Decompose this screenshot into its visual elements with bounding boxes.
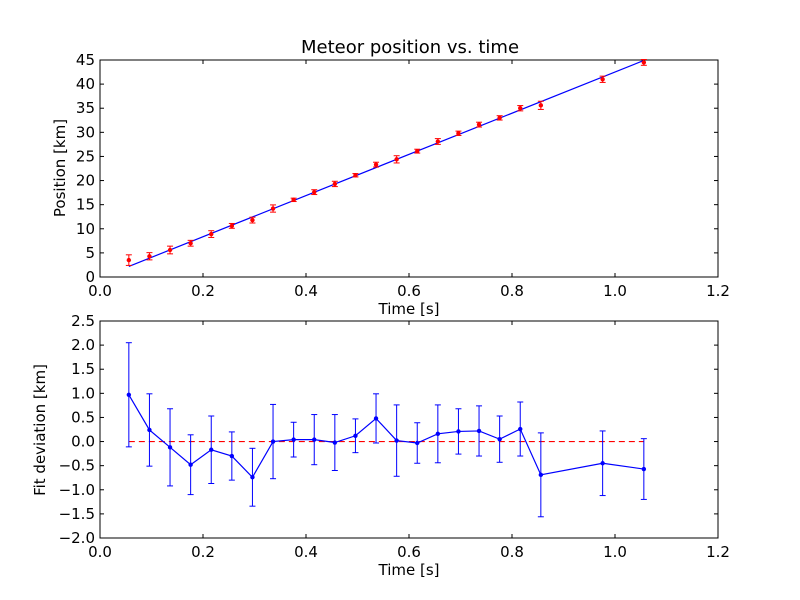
data-point <box>167 445 173 450</box>
data-point <box>188 241 193 246</box>
data-point <box>415 440 420 446</box>
data-point <box>600 77 605 82</box>
data-point <box>229 223 235 229</box>
x-tick-label: 1.2 <box>706 543 730 561</box>
data-point <box>456 429 461 434</box>
data-point <box>229 453 235 459</box>
data-point <box>209 447 214 452</box>
x-tick-label: 0.8 <box>500 543 524 561</box>
x-tick-label: 0.0 <box>88 282 112 300</box>
y-tick-label: 0.5 <box>71 408 95 426</box>
data-point <box>291 197 296 203</box>
data-point <box>394 157 399 162</box>
data-point <box>126 392 132 397</box>
data-point <box>641 466 647 472</box>
data-point <box>476 428 482 434</box>
y-tick-label: −2.0 <box>59 529 95 547</box>
data-point <box>435 431 441 437</box>
y-tick-label: 35 <box>76 99 95 117</box>
data-point <box>415 148 420 154</box>
y-axis-label-bottom: Fit deviation [km] <box>31 364 49 496</box>
y-tick-label: −1.0 <box>59 481 95 499</box>
y-axis-label-top: Position [km] <box>51 119 69 217</box>
y-tick-label: −0.5 <box>59 457 95 475</box>
x-ticks-top: 0.0 0.2 0.4 0.6 0.8 1.0 1.2 <box>88 60 730 300</box>
data-point <box>518 426 523 432</box>
y-tick-label: 45 <box>76 51 95 69</box>
data-point <box>291 437 296 442</box>
data-point <box>641 60 647 65</box>
data-point <box>332 181 338 187</box>
deviation-series <box>125 342 647 518</box>
data-point <box>538 103 544 108</box>
data-point <box>373 162 379 167</box>
position-points <box>125 59 647 266</box>
x-tick-label: 0.0 <box>88 543 112 561</box>
x-tick-label: 0.6 <box>397 543 421 561</box>
data-point <box>126 257 132 263</box>
x-tick-label: 0.2 <box>191 282 215 300</box>
data-point <box>435 139 441 144</box>
fit-line <box>128 59 645 267</box>
y-tick-label: −1.5 <box>59 505 95 523</box>
data-point <box>394 438 399 443</box>
x-tick-label: 0.4 <box>294 543 318 561</box>
x-tick-label: 0.8 <box>500 282 524 300</box>
y-ticks-top: 0 5 10 15 20 25 30 35 40 45 <box>76 51 718 286</box>
y-tick-label: 5 <box>85 244 95 262</box>
data-point <box>250 475 255 480</box>
y-tick-label: 20 <box>76 172 95 190</box>
data-point <box>497 436 502 442</box>
plot-title: Meteor position vs. time <box>301 37 519 58</box>
plot-frame-top <box>99 59 719 278</box>
data-point <box>353 433 358 438</box>
y-tick-label: 2.0 <box>71 336 95 354</box>
data-point <box>518 106 523 111</box>
x-tick-label: 0.4 <box>294 282 318 300</box>
y-tick-label: 40 <box>76 75 95 93</box>
x-axis-label-top: Time [s] <box>378 300 440 318</box>
plot-position: Meteor position vs. time 0.0 0.2 0.4 0.6 0.8… <box>51 37 730 318</box>
data-point <box>270 206 276 211</box>
y-tick-label: 1.0 <box>71 384 95 402</box>
data-point <box>188 462 193 467</box>
data-point <box>250 217 255 223</box>
data-point <box>497 115 502 121</box>
data-point <box>373 416 379 421</box>
data-point <box>312 189 317 195</box>
data-point <box>332 440 338 445</box>
y-tick-label: 15 <box>76 196 95 214</box>
y-tick-label: 25 <box>76 147 95 165</box>
data-point <box>538 472 544 478</box>
data-point <box>476 122 482 127</box>
x-axis-label-bottom: Time [s] <box>378 561 440 579</box>
data-point <box>147 427 152 433</box>
y-tick-label: 1.5 <box>71 360 95 378</box>
x-tick-label: 0.6 <box>397 282 421 300</box>
x-tick-label: 0.2 <box>191 543 215 561</box>
y-tick-label: 0 <box>85 268 95 286</box>
x-tick-label: 1.0 <box>603 543 627 561</box>
data-point <box>600 461 605 466</box>
plot-frame-bottom <box>99 320 719 539</box>
data-point <box>167 247 173 253</box>
plot-deviation: 0.0 0.2 0.4 0.6 0.8 1.0 1.2 −2.0−1.5−1.0−0.50.… <box>31 312 730 579</box>
x-tick-label: 1.2 <box>706 282 730 300</box>
x-tick-label: 1.0 <box>603 282 627 300</box>
y-tick-label: 0.0 <box>71 433 95 451</box>
data-point <box>456 131 461 136</box>
y-tick-label: 2.5 <box>71 312 95 330</box>
data-point <box>270 439 276 444</box>
y-tick-label: 10 <box>76 220 95 238</box>
data-point <box>353 173 358 178</box>
data-point <box>209 231 214 237</box>
data-point <box>312 437 317 442</box>
data-point <box>147 254 152 259</box>
fit-line-segment <box>128 59 645 267</box>
y-ticks-bottom: −2.0 −1.5 −1.0 −0.5 0.0 0.5 1.0 1.5 2.0 2.5 <box>59 312 718 547</box>
x-ticks-bottom: 0.0 0.2 0.4 0.6 0.8 1.0 1.2 <box>88 321 730 561</box>
y-tick-label: 30 <box>76 123 95 141</box>
